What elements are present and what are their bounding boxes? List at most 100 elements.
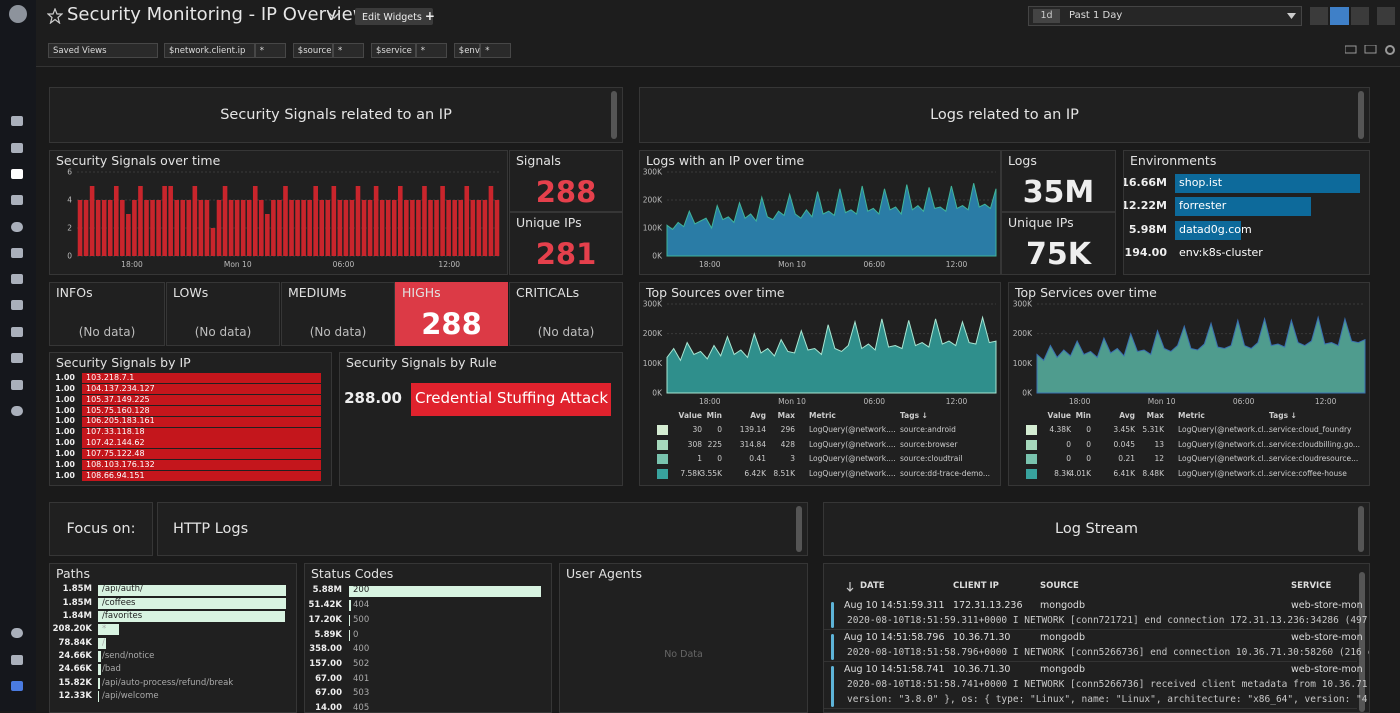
row-separator [824,661,1357,662]
template-var-name[interactable]: $network.client.ip [164,43,255,58]
nav-icon[interactable] [11,300,23,310]
bar [344,200,349,256]
column-header: CLIENT IP [953,581,999,591]
scrollbar[interactable] [796,506,802,552]
toplist-name: 502 [353,659,369,669]
no-data: (No data) [282,325,394,339]
toplist-name: 104.137.234.127 [86,384,155,393]
pause-button[interactable] [1330,7,1349,25]
widget: Paths1.85M/api/auth/1.85M/coffees1.84M/f… [49,563,297,713]
scrollbar[interactable] [1358,91,1364,139]
y-tick-label: 6 [67,168,72,177]
template-var-name[interactable]: $env [454,43,480,58]
row-indicator [831,634,834,660]
table-cell: LogQuery(@network.... [809,469,896,478]
forward-button[interactable] [1351,7,1369,25]
scrollbar[interactable] [611,91,617,139]
x-tick-label: Mon 10 [778,260,806,269]
bar [265,214,270,256]
big-number: 35M [1002,175,1115,210]
toplist-name: 107.42.144.62 [86,438,145,447]
saved-views-label: Saved Views [53,46,107,56]
table-header: Metric [1178,411,1205,420]
table-cell: service:cloudbilling.go... [1269,440,1360,449]
nav-icon[interactable] [11,169,23,179]
template-var-value[interactable]: * [480,43,511,58]
bar [434,200,439,256]
widget: Signals288 [509,150,623,212]
bar [368,200,373,256]
toplist-name: 108.66.94.151 [86,471,145,480]
time-picker[interactable]: 1d Past 1 Day [1028,6,1302,26]
nav-icon[interactable] [11,274,23,284]
group-title: Log Stream [824,521,1369,537]
bar [205,200,210,256]
zoom-button[interactable] [1377,7,1395,25]
toolbar-icons[interactable] [1345,45,1395,55]
template-var-name[interactable]: $source [293,43,333,58]
toplist-value: 67.00 [315,688,342,698]
y-tick-label: 4 [67,196,72,205]
widget: Security Signals by Rule288.00Credential… [339,352,623,486]
row-indicator [831,666,834,707]
nav-icon[interactable] [11,380,23,390]
nav-icon[interactable] [11,222,23,232]
template-var-name[interactable]: $service [371,43,416,58]
table-cell: 6.42K [744,469,766,478]
table-cell: 30 [692,425,702,434]
nav-icon[interactable] [11,655,23,665]
widget-title: HIGHs [402,285,441,300]
log-date: Aug 10 14:51:58.741 [844,664,945,675]
toplist-value: 1.00 [55,460,75,469]
template-var-value[interactable]: * [333,43,364,58]
widget-title: Logs [1008,153,1037,168]
nav-icon[interactable] [11,406,23,416]
toplist-value: 51.42K [309,600,342,610]
title-menu[interactable] [328,11,340,21]
toplist-value: 16.66M [1123,176,1167,189]
bar [319,200,324,256]
sort-arrow[interactable] [846,582,854,592]
widget-title: Status Codes [311,566,393,581]
nav-icon[interactable] [11,681,23,691]
template-var-value[interactable]: * [416,43,447,58]
bar [283,186,288,256]
group-title: Security Signals related to an IP [50,107,622,123]
table-header: Avg [1119,411,1135,420]
big-number: 281 [510,237,622,271]
table-header: Metric [809,411,836,420]
toplist-bar [349,600,351,611]
bar [126,214,131,256]
toplist-value: 1.00 [55,416,75,425]
widget: Unique IPs281 [509,212,623,275]
edit-widgets-button[interactable]: Edit Widgets + [355,8,433,25]
nav-icon[interactable] [11,195,23,205]
saved-views[interactable]: Saved Views [48,43,158,58]
toplist-bar [349,586,541,597]
nav-icon[interactable] [11,353,23,363]
time-range: Past 1 Day [1069,10,1122,21]
table-cell: service:cloud_foundry [1269,425,1351,434]
log-stream: DATECLIENT IPSOURCESERVICEAug 10 14:51:5… [823,563,1370,713]
toplist-name: /api/auth/ [102,584,143,594]
toplist-value: 1.85M [63,584,92,594]
toplist-bar [98,691,99,702]
bar [174,200,179,256]
back-button[interactable] [1310,7,1328,25]
scrollbar[interactable] [1358,506,1364,552]
favorite-star[interactable] [47,8,63,24]
nav-icon[interactable] [11,628,23,638]
nav-icon[interactable] [11,116,23,126]
toplist-value: 1.00 [55,406,75,415]
nav-icon[interactable] [11,143,23,153]
table-cell: 7.58K [680,469,702,478]
nav-icon[interactable] [11,248,23,258]
column-header: SOURCE [1040,581,1079,591]
x-tick-label: 06:00 [1233,397,1255,406]
nav-icon[interactable] [11,327,23,337]
table-header: Max [1147,411,1164,420]
bar [156,200,161,256]
logo[interactable] [9,5,27,23]
bar [78,200,83,256]
template-var-value[interactable]: * [255,43,286,58]
